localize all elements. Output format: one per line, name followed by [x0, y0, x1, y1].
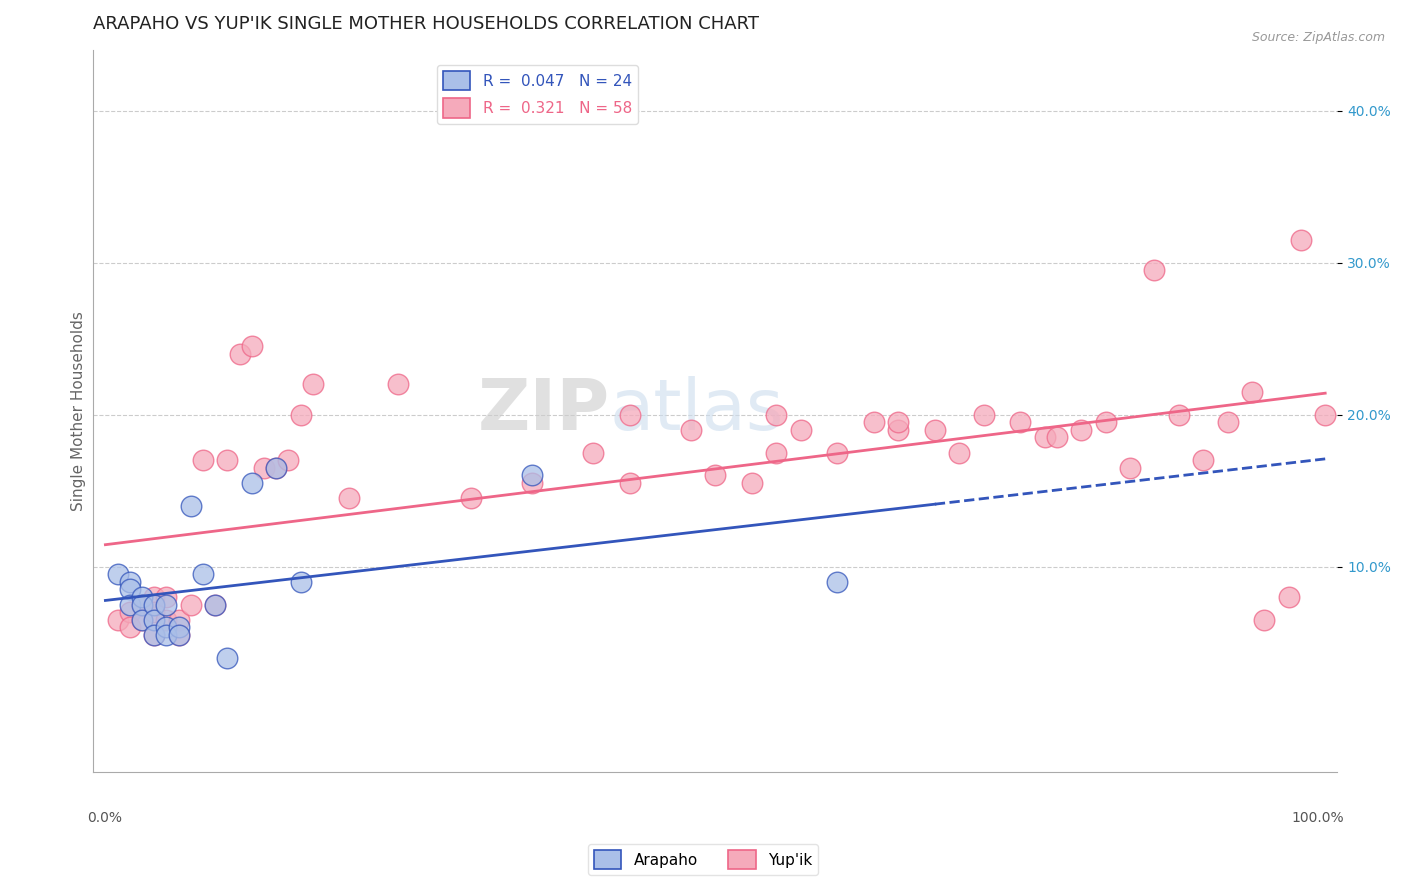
- Point: [522, 475, 544, 490]
- Point: [1046, 430, 1069, 444]
- Text: ZIP: ZIP: [477, 376, 610, 445]
- Point: [1253, 613, 1275, 627]
- Point: [679, 423, 702, 437]
- Text: 0.0%: 0.0%: [87, 812, 122, 825]
- Point: [143, 598, 166, 612]
- Point: [217, 453, 239, 467]
- Point: [155, 613, 177, 627]
- Point: [582, 445, 605, 459]
- Point: [118, 574, 141, 589]
- Point: [118, 605, 141, 619]
- Point: [1278, 590, 1301, 604]
- Point: [217, 650, 239, 665]
- Point: [155, 598, 177, 612]
- Point: [290, 574, 312, 589]
- Y-axis label: Single Mother Households: Single Mother Households: [72, 310, 86, 511]
- Text: atlas: atlas: [610, 376, 785, 445]
- Point: [253, 460, 276, 475]
- Point: [131, 590, 153, 604]
- Point: [887, 423, 910, 437]
- Point: [1143, 263, 1166, 277]
- Point: [1010, 415, 1032, 429]
- Point: [619, 475, 641, 490]
- Point: [948, 445, 970, 459]
- Point: [1033, 430, 1056, 444]
- Point: [1315, 408, 1337, 422]
- Point: [973, 408, 995, 422]
- Point: [290, 408, 312, 422]
- Legend: Arapaho, Yup'ik: Arapaho, Yup'ik: [588, 844, 818, 875]
- Point: [131, 613, 153, 627]
- Point: [155, 620, 177, 634]
- Point: [1094, 415, 1116, 429]
- Point: [1070, 423, 1092, 437]
- Point: [765, 408, 787, 422]
- Point: [460, 491, 482, 505]
- Point: [704, 468, 727, 483]
- Point: [167, 628, 190, 642]
- Point: [191, 567, 214, 582]
- Point: [118, 582, 141, 597]
- Point: [863, 415, 886, 429]
- Point: [827, 574, 849, 589]
- Point: [143, 590, 166, 604]
- Point: [118, 620, 141, 634]
- Point: [118, 598, 141, 612]
- Point: [301, 377, 323, 392]
- Point: [155, 590, 177, 604]
- Point: [1289, 233, 1312, 247]
- Point: [107, 613, 129, 627]
- Point: [887, 415, 910, 429]
- Point: [167, 628, 190, 642]
- Point: [180, 598, 202, 612]
- Point: [1240, 384, 1263, 399]
- Point: [228, 347, 250, 361]
- Point: [167, 620, 190, 634]
- Point: [143, 605, 166, 619]
- Point: [741, 475, 763, 490]
- Point: [155, 628, 177, 642]
- Point: [1167, 408, 1189, 422]
- Legend: R =  0.047   N = 24, R =  0.321   N = 58: R = 0.047 N = 24, R = 0.321 N = 58: [437, 65, 638, 124]
- Point: [240, 339, 263, 353]
- Point: [924, 423, 946, 437]
- Text: 100.0%: 100.0%: [1291, 812, 1344, 825]
- Point: [619, 408, 641, 422]
- Point: [167, 613, 190, 627]
- Point: [1216, 415, 1239, 429]
- Point: [204, 598, 226, 612]
- Point: [143, 628, 166, 642]
- Point: [337, 491, 360, 505]
- Point: [387, 377, 409, 392]
- Point: [204, 598, 226, 612]
- Text: ARAPAHO VS YUP'IK SINGLE MOTHER HOUSEHOLDS CORRELATION CHART: ARAPAHO VS YUP'IK SINGLE MOTHER HOUSEHOL…: [93, 15, 759, 33]
- Point: [131, 598, 153, 612]
- Text: Source: ZipAtlas.com: Source: ZipAtlas.com: [1251, 31, 1385, 45]
- Point: [827, 445, 849, 459]
- Point: [180, 499, 202, 513]
- Point: [143, 628, 166, 642]
- Point: [131, 613, 153, 627]
- Point: [1192, 453, 1215, 467]
- Point: [131, 598, 153, 612]
- Point: [264, 460, 287, 475]
- Point: [1119, 460, 1142, 475]
- Point: [191, 453, 214, 467]
- Point: [264, 460, 287, 475]
- Point: [522, 468, 544, 483]
- Point: [107, 567, 129, 582]
- Point: [277, 453, 299, 467]
- Point: [789, 423, 811, 437]
- Point: [765, 445, 787, 459]
- Point: [143, 613, 166, 627]
- Point: [240, 475, 263, 490]
